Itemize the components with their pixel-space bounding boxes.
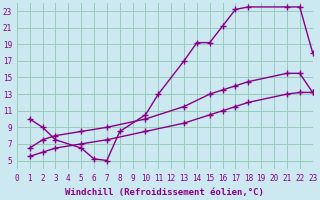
X-axis label: Windchill (Refroidissement éolien,°C): Windchill (Refroidissement éolien,°C) (65, 188, 264, 197)
